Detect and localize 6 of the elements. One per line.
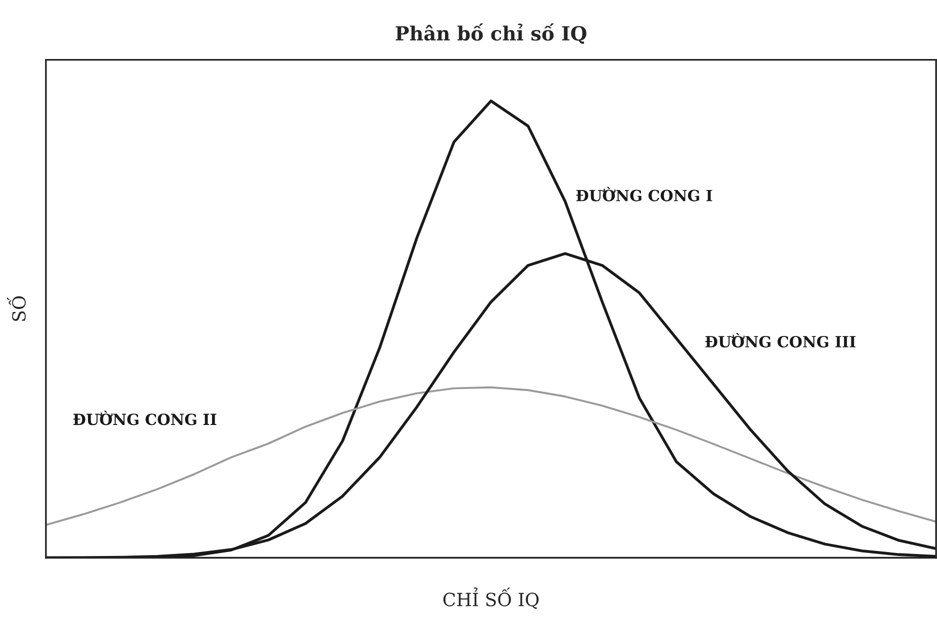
y-axis-title: SỐ [6,296,26,321]
series-label: ĐƯỜNG CONG I [576,186,712,202]
chart-title: Phân bố chỉ số IQ [396,23,586,44]
text: ĐƯỜNG CONG II [73,410,216,426]
x-axis-title: CHỈ SỐ IQ [443,587,539,609]
series-label: ĐƯỜNG CONG III [705,333,856,348]
